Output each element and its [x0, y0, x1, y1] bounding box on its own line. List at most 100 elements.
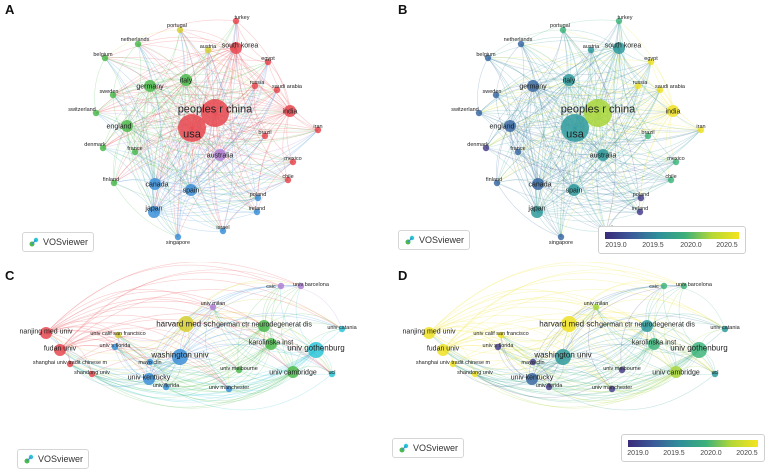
node-turkey[interactable] [615, 17, 623, 25]
node-univ-manchester[interactable] [225, 385, 233, 393]
node-univ-barcelona[interactable] [297, 282, 305, 290]
node-iran[interactable] [314, 126, 322, 134]
node-ireland[interactable] [253, 208, 261, 216]
node-univ-gothenburg[interactable] [308, 342, 324, 358]
node-brazil[interactable] [644, 132, 652, 140]
node-mayo-clin[interactable] [146, 358, 154, 366]
node-german-ctr-neurodegenerat-dis[interactable] [258, 320, 270, 332]
node-south-korea[interactable] [613, 42, 625, 54]
node-finland[interactable] [110, 179, 118, 187]
node-shandong-univ[interactable] [88, 370, 96, 378]
node-austria[interactable] [587, 46, 595, 54]
node-univ-catania[interactable] [721, 325, 729, 333]
node-univ-calif-san-francisco[interactable] [114, 331, 122, 339]
node-univ-milan[interactable] [209, 303, 217, 311]
node-washington-univ[interactable] [555, 349, 571, 365]
node-univ-catania[interactable] [338, 325, 346, 333]
node-shanghai-univ-tradit-chinese-m[interactable] [66, 360, 74, 368]
node-denmark[interactable] [99, 144, 107, 152]
node-canada[interactable] [149, 178, 161, 190]
node-german-ctr-neurodegenerat-dis[interactable] [641, 320, 653, 332]
node-univ-melbourne[interactable] [618, 366, 626, 374]
node-chile[interactable] [284, 176, 292, 184]
node-switzerland[interactable] [475, 109, 483, 117]
node-canada[interactable] [532, 178, 544, 190]
node-univ-s-florida[interactable] [111, 343, 119, 351]
node-russia[interactable] [251, 82, 259, 90]
node-csic[interactable] [277, 282, 285, 290]
node-mexico[interactable] [289, 158, 297, 166]
node-singapore[interactable] [557, 233, 565, 241]
node-austria[interactable] [204, 46, 212, 54]
node-shandong-univ[interactable] [471, 370, 479, 378]
node-france[interactable] [131, 148, 139, 156]
node-harvard-med-sch[interactable] [178, 316, 194, 332]
node-univ-cambridge[interactable] [287, 366, 299, 378]
node-univ-gothenburg[interactable] [691, 342, 707, 358]
node-shanghai-univ-tradit-chinese-m[interactable] [449, 360, 457, 368]
node-poland[interactable] [637, 194, 645, 202]
node-netherlands[interactable] [517, 40, 525, 48]
node-japan[interactable] [531, 206, 543, 218]
node-spain[interactable] [185, 184, 197, 196]
node-portugal[interactable] [176, 26, 184, 34]
node-belgium[interactable] [101, 54, 109, 62]
node-italy[interactable] [180, 74, 192, 86]
node-sweden[interactable] [109, 91, 117, 99]
node-univ-florida[interactable] [545, 383, 553, 391]
node-harvard-med-sch[interactable] [561, 316, 577, 332]
node-germany[interactable] [144, 80, 156, 92]
node-ucl[interactable] [711, 370, 719, 378]
node-univ-milan[interactable] [592, 303, 600, 311]
node-israel[interactable] [219, 227, 227, 235]
node-karolinska-inst[interactable] [648, 338, 660, 350]
node-saudi-arabia[interactable] [273, 86, 281, 94]
node-singapore[interactable] [174, 233, 182, 241]
node-fudan-univ[interactable] [437, 344, 449, 356]
node-turkey[interactable] [232, 17, 240, 25]
node-portugal[interactable] [559, 26, 567, 34]
node-univ-barcelona[interactable] [680, 282, 688, 290]
node-nanjing-med-univ[interactable] [40, 327, 52, 339]
node-saudi-arabia[interactable] [656, 86, 664, 94]
node-csic[interactable] [660, 282, 668, 290]
node-russia[interactable] [634, 82, 642, 90]
node-karolinska-inst[interactable] [265, 338, 277, 350]
node-ireland[interactable] [636, 208, 644, 216]
node-denmark[interactable] [482, 144, 490, 152]
node-sweden[interactable] [492, 91, 500, 99]
node-usa[interactable] [178, 114, 206, 142]
node-ucl[interactable] [328, 370, 336, 378]
node-japan[interactable] [148, 206, 160, 218]
node-univ-kentucky[interactable] [143, 373, 155, 385]
node-univ-s-florida[interactable] [494, 343, 502, 351]
node-switzerland[interactable] [92, 109, 100, 117]
node-south-korea[interactable] [230, 42, 242, 54]
node-belgium[interactable] [484, 54, 492, 62]
node-univ-calif-san-francisco[interactable] [497, 331, 505, 339]
node-usa[interactable] [561, 114, 589, 142]
node-fudan-univ[interactable] [54, 344, 66, 356]
node-india[interactable] [284, 105, 296, 117]
node-univ-cambridge[interactable] [670, 366, 682, 378]
node-poland[interactable] [254, 194, 262, 202]
node-france[interactable] [514, 148, 522, 156]
node-univ-kentucky[interactable] [526, 373, 538, 385]
node-netherlands[interactable] [134, 40, 142, 48]
node-india[interactable] [667, 105, 679, 117]
node-iran[interactable] [697, 126, 705, 134]
node-univ-florida[interactable] [162, 383, 170, 391]
node-finland[interactable] [493, 179, 501, 187]
node-chile[interactable] [667, 176, 675, 184]
node-spain[interactable] [568, 184, 580, 196]
node-nanjing-med-univ[interactable] [423, 327, 435, 339]
node-mexico[interactable] [672, 158, 680, 166]
node-egypt[interactable] [647, 58, 655, 66]
node-germany[interactable] [527, 80, 539, 92]
node-univ-manchester[interactable] [608, 385, 616, 393]
node-england[interactable] [121, 120, 133, 132]
node-italy[interactable] [563, 74, 575, 86]
node-peoples-r-china[interactable] [201, 99, 229, 127]
node-mayo-clin[interactable] [529, 358, 537, 366]
node-egypt[interactable] [264, 58, 272, 66]
